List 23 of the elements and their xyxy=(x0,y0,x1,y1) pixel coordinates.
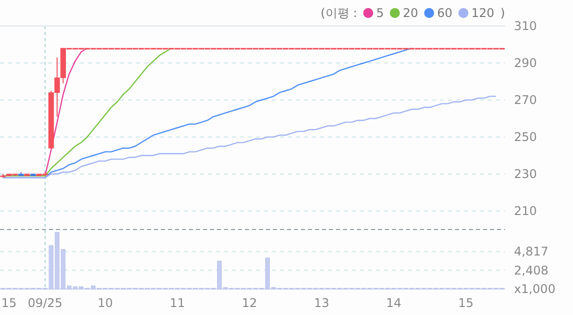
x-tick-label: 12 xyxy=(242,296,258,310)
y-tick-label: 250 xyxy=(514,130,537,144)
x-tick-label: 09/25 xyxy=(28,296,62,310)
x-tick-label: 15 xyxy=(458,296,474,310)
y-tick-label: 210 xyxy=(514,204,537,218)
y-tick-label: x1,000 xyxy=(514,282,556,296)
x-tick-label: 13 xyxy=(314,296,330,310)
legend-label: 20 xyxy=(402,6,418,20)
x-tick-label: 15 xyxy=(1,296,17,310)
y-tick-label: 2,408 xyxy=(514,263,548,278)
text: ) xyxy=(500,6,505,20)
legend-label: 120 xyxy=(471,6,494,20)
x-tick-label: 10 xyxy=(98,296,113,310)
y-tick-label: 230 xyxy=(514,167,537,181)
legend-title: (이평 : xyxy=(320,6,358,20)
legend-label: 60 xyxy=(437,6,452,20)
x-tick-label: 14 xyxy=(386,296,402,310)
legend-label: 5 xyxy=(376,6,384,20)
x-tick-label: 11 xyxy=(170,296,185,310)
y-tick-label: 290 xyxy=(514,56,537,70)
y-tick-label: 270 xyxy=(514,93,537,107)
y-tick-label: 310 xyxy=(514,19,537,33)
y-tick-label: 4,817 xyxy=(514,244,548,259)
